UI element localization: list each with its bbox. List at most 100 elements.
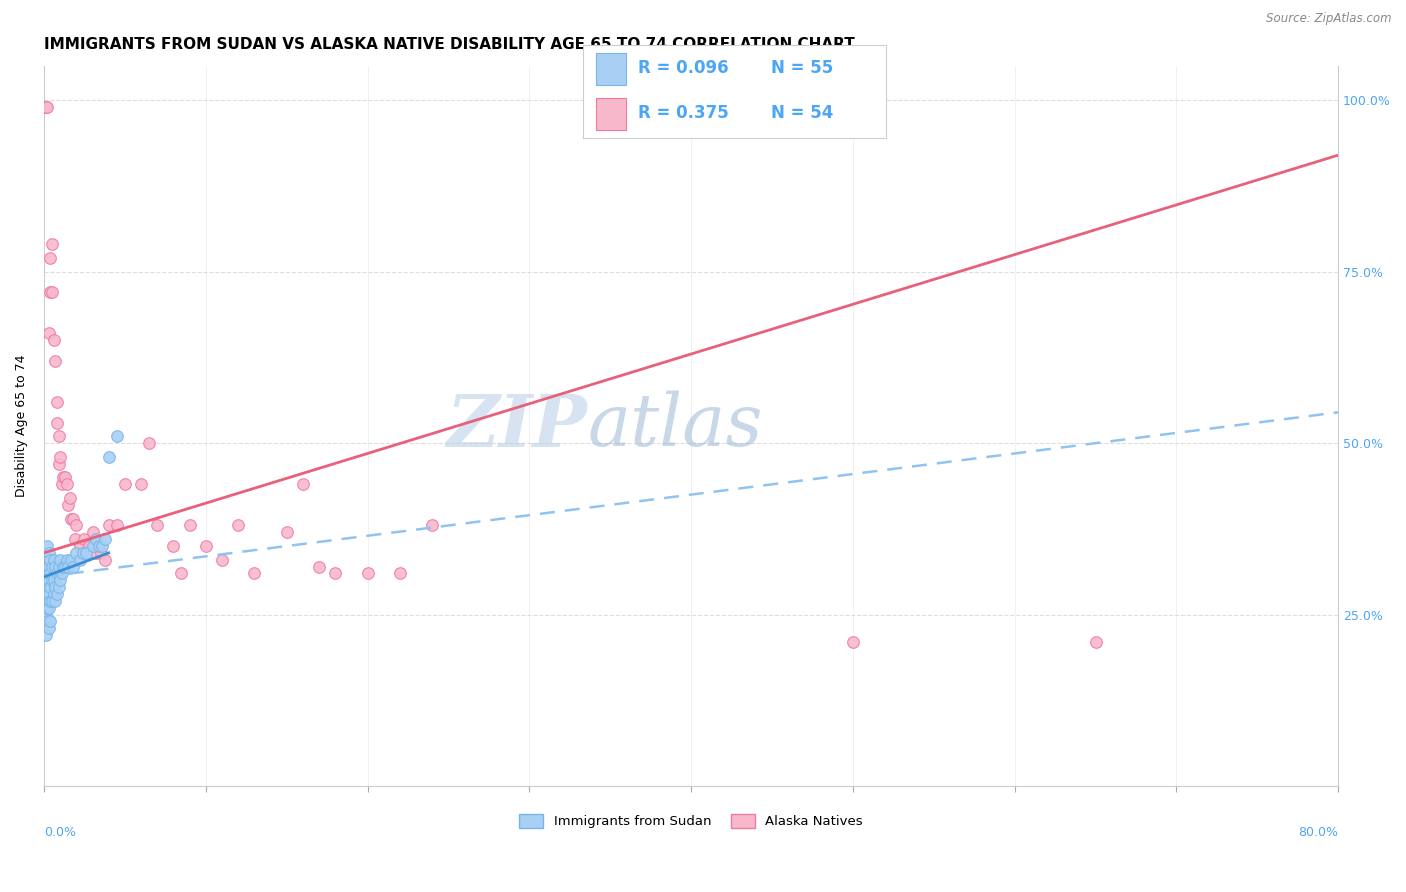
Point xyxy=(39,615,62,629)
Point xyxy=(34,559,56,574)
Text: N = 55: N = 55 xyxy=(770,60,834,78)
Point xyxy=(34,574,56,588)
Point xyxy=(38,621,60,635)
Point xyxy=(146,518,169,533)
Point xyxy=(82,525,104,540)
Point xyxy=(226,518,249,533)
Point xyxy=(73,532,96,546)
Text: R = 0.096: R = 0.096 xyxy=(638,60,728,78)
Point xyxy=(60,511,83,525)
Point xyxy=(34,628,56,642)
Point xyxy=(34,100,56,114)
Point xyxy=(52,470,75,484)
Point xyxy=(38,546,60,560)
Point xyxy=(94,532,117,546)
Point xyxy=(48,429,70,443)
Point xyxy=(38,574,60,588)
Point xyxy=(42,587,65,601)
Point xyxy=(65,546,87,560)
Text: N = 54: N = 54 xyxy=(770,104,834,122)
Bar xyxy=(596,53,626,85)
Point xyxy=(41,574,63,588)
Text: 0.0%: 0.0% xyxy=(44,826,76,838)
Point xyxy=(39,553,62,567)
Point xyxy=(34,587,56,601)
Point xyxy=(44,580,66,594)
Point xyxy=(62,511,84,525)
Point xyxy=(38,326,60,341)
Point xyxy=(45,416,67,430)
Point xyxy=(77,539,100,553)
Point xyxy=(323,566,346,581)
Point xyxy=(65,518,87,533)
Point xyxy=(87,539,110,553)
Point xyxy=(49,574,72,588)
Point xyxy=(60,553,83,567)
Point xyxy=(34,100,56,114)
Point xyxy=(243,566,266,581)
Point xyxy=(420,518,443,533)
Point xyxy=(38,587,60,601)
Point xyxy=(291,477,314,491)
Text: 80.0%: 80.0% xyxy=(1298,826,1339,838)
Point xyxy=(41,237,63,252)
Point xyxy=(69,539,91,553)
Point xyxy=(37,587,59,601)
Point xyxy=(39,285,62,300)
Point xyxy=(97,450,120,464)
Point xyxy=(211,553,233,567)
Point xyxy=(82,539,104,553)
Point xyxy=(114,477,136,491)
Point xyxy=(42,333,65,347)
Point xyxy=(45,566,67,581)
Point xyxy=(55,477,77,491)
Point xyxy=(48,580,70,594)
Point xyxy=(39,580,62,594)
Point xyxy=(129,477,152,491)
Point xyxy=(41,559,63,574)
Point xyxy=(41,285,63,300)
Point xyxy=(84,532,107,546)
Point xyxy=(49,450,72,464)
Point xyxy=(37,574,59,588)
Text: atlas: atlas xyxy=(588,391,763,461)
Point xyxy=(34,607,56,622)
Point xyxy=(308,559,330,574)
Point xyxy=(276,525,298,540)
Point xyxy=(45,395,67,409)
Point xyxy=(42,553,65,567)
Point xyxy=(162,539,184,553)
Point xyxy=(39,594,62,608)
Point xyxy=(53,470,76,484)
Point xyxy=(55,553,77,567)
Point xyxy=(48,559,70,574)
Text: R = 0.375: R = 0.375 xyxy=(638,104,728,122)
Point xyxy=(44,354,66,368)
Y-axis label: Disability Age 65 to 74: Disability Age 65 to 74 xyxy=(15,355,28,497)
Point xyxy=(75,546,97,560)
Point xyxy=(72,546,94,560)
Text: ZIP: ZIP xyxy=(447,391,588,461)
Point xyxy=(51,477,73,491)
Point xyxy=(41,594,63,608)
Point xyxy=(90,546,112,560)
Point xyxy=(37,539,59,553)
Point xyxy=(356,566,378,581)
Point xyxy=(37,559,59,574)
Point xyxy=(38,600,60,615)
Point xyxy=(48,457,70,471)
Point xyxy=(53,559,76,574)
Text: Source: ZipAtlas.com: Source: ZipAtlas.com xyxy=(1267,12,1392,25)
Point xyxy=(105,518,128,533)
Point xyxy=(138,436,160,450)
Point xyxy=(58,498,80,512)
Point xyxy=(38,559,60,574)
Text: IMMIGRANTS FROM SUDAN VS ALASKA NATIVE DISABILITY AGE 65 TO 74 CORRELATION CHART: IMMIGRANTS FROM SUDAN VS ALASKA NATIVE D… xyxy=(44,37,855,53)
Point xyxy=(45,587,67,601)
Point xyxy=(91,539,114,553)
Point xyxy=(44,559,66,574)
Point xyxy=(84,546,107,560)
Point xyxy=(51,566,73,581)
Point xyxy=(62,559,84,574)
Point xyxy=(842,635,865,649)
